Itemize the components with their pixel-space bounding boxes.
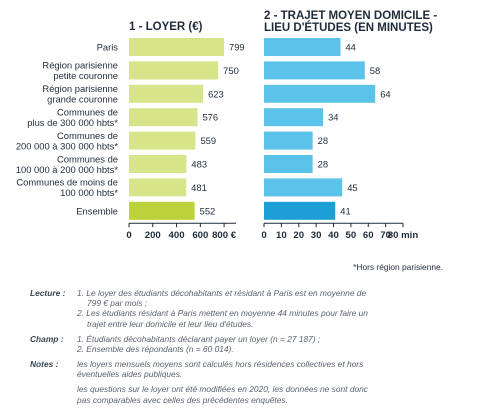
- chart-1-bar: [129, 84, 204, 103]
- category-label: Communes de: [57, 153, 118, 164]
- chart-2-bar: [264, 155, 313, 173]
- note-line: 2. Les étudiants résidant à Paris metten…: [77, 308, 368, 319]
- chart-2-tick-label: 0: [261, 230, 266, 241]
- chart-2-bar: [264, 131, 313, 150]
- category-label: 100 000 à 200 000 hbts*: [16, 164, 119, 175]
- chart-2-bar: [264, 38, 341, 56]
- chart-1-value-label: 750: [223, 65, 239, 76]
- chart-2-tick-label: 60: [363, 230, 374, 241]
- chart-2-title-line: 2 - TRAJET MOYEN DOMICILE -: [264, 10, 437, 22]
- chart-2-value-label: 45: [347, 182, 357, 193]
- chart-1-bar: [129, 201, 195, 220]
- note-line: trajet entre leur domicile et leur lieu …: [87, 318, 254, 329]
- chart-2-tick-label: 40: [328, 230, 339, 241]
- chart-1-value-label: 481: [191, 182, 207, 193]
- category-label: Ensemble: [76, 205, 118, 216]
- note-key: Notes :: [30, 359, 59, 369]
- note-line: 1. Le loyer des étudiants décohabitants …: [77, 288, 367, 298]
- chart-2-tick-label: 20: [293, 230, 304, 241]
- category-label: Communes de moins de: [16, 177, 118, 188]
- chart-2-value-label: 41: [340, 205, 350, 216]
- chart-1-value-label: 559: [200, 135, 216, 146]
- chart-1-tick-label: 800 €: [212, 230, 237, 241]
- note-line: les questions sur le loyer ont été modif…: [77, 384, 368, 395]
- chart-2-value-label: 58: [370, 65, 380, 76]
- category-label: 100 000 hbts*: [60, 187, 118, 198]
- chart-1-tick-label: 200: [145, 230, 161, 241]
- chart-2-value-label: 64: [380, 88, 390, 99]
- category-label: plus de 300 000 hbts*: [27, 117, 118, 128]
- chart-1-value-label: 576: [202, 112, 218, 123]
- chart-1-value-label: 799: [229, 42, 245, 53]
- chart-2-tick-label: 70: [380, 230, 391, 241]
- chart-2-value-label: 44: [345, 42, 355, 53]
- note-key: Champ :: [30, 334, 64, 344]
- chart-2-tick-label: 30: [311, 230, 322, 241]
- chart-2-value-label: 34: [328, 112, 338, 123]
- chart-1-value-label: 483: [191, 159, 207, 170]
- chart-1-bar: [129, 108, 198, 127]
- chart-2-bar: [264, 108, 324, 127]
- chart-2-bar: [264, 201, 336, 220]
- chart-2-bar: [264, 178, 343, 197]
- category-label: Communes de: [57, 130, 118, 141]
- chart-1-title: 1 - LOYER (€): [129, 21, 203, 33]
- category-label: grande couronne: [47, 94, 118, 105]
- footnote: *Hors région parisienne.: [353, 262, 443, 272]
- note-key: Lecture :: [30, 288, 66, 298]
- chart-1-bar: [129, 61, 219, 80]
- chart-1-value-label: 552: [200, 205, 216, 216]
- note-line: éventuelles aides publiques.: [77, 369, 183, 380]
- chart-1-bar: [129, 178, 187, 197]
- chart-2-tick-label: 50: [346, 230, 357, 241]
- category-label: Région parisienne: [42, 60, 118, 71]
- chart-2-tick-label: 10: [276, 230, 287, 241]
- chart-1-bar: [129, 38, 224, 56]
- chart-1-value-label: 623: [208, 88, 224, 99]
- category-label: Paris: [97, 42, 119, 53]
- note-line: pas comparables avec celles des précéden…: [77, 394, 288, 405]
- chart-2-bar: [264, 84, 376, 103]
- note-line: 2. Ensemble des répondants (n = 60 014).: [77, 344, 234, 355]
- note-line: 799 € par mois ;: [87, 298, 148, 309]
- note-line: les loyers mensuels moyens sont calculés…: [77, 359, 364, 369]
- note-line: 1. Étudiants décohabitants déclarant pay…: [77, 334, 321, 344]
- chart-1-tick-label: 0: [126, 230, 131, 241]
- chart-2-value-label: 28: [318, 159, 328, 170]
- chart-1-bar: [129, 155, 187, 173]
- chart-2-value-label: 28: [318, 135, 328, 146]
- category-label: Communes de: [57, 106, 118, 117]
- chart-1-tick-label: 400: [169, 230, 185, 241]
- chart-2-tick-label: 80 min: [388, 230, 419, 241]
- category-label: Région parisienne: [42, 83, 118, 94]
- chart-1-bar: [129, 131, 196, 150]
- chart-2-title-line: LIEU D'ÉTUDES (EN MINUTES): [264, 21, 433, 34]
- chart-1-tick-label: 600: [192, 230, 208, 241]
- category-label: petite couronne: [53, 70, 118, 81]
- figure: 1 - LOYER (€) 2 - TRAJET MOYEN DOMICILE -…: [16, 10, 438, 241]
- category-label: 200 000 à 300 000 hbts*: [16, 140, 119, 151]
- chart-2-bar: [264, 61, 365, 80]
